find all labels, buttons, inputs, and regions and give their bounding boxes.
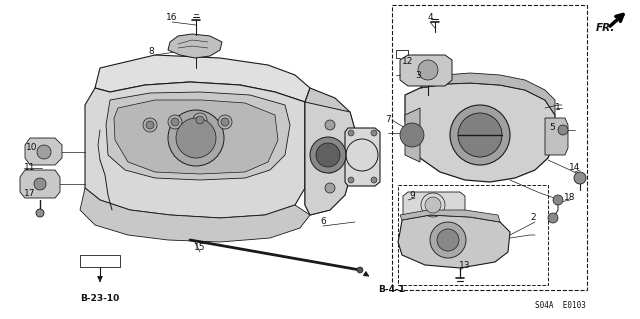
Polygon shape <box>168 34 222 58</box>
Polygon shape <box>106 92 290 180</box>
Circle shape <box>193 113 207 127</box>
Text: 10: 10 <box>26 144 38 152</box>
Circle shape <box>357 267 363 273</box>
Circle shape <box>400 123 424 147</box>
Bar <box>392 5 587 290</box>
Text: 6: 6 <box>320 218 326 226</box>
Circle shape <box>425 197 441 213</box>
Polygon shape <box>95 55 310 102</box>
Circle shape <box>371 177 377 183</box>
Text: S04A  E0103: S04A E0103 <box>534 301 586 310</box>
Polygon shape <box>400 210 500 222</box>
Polygon shape <box>85 82 305 218</box>
Circle shape <box>558 125 568 135</box>
Circle shape <box>458 113 502 157</box>
Polygon shape <box>398 215 510 268</box>
Text: 14: 14 <box>570 164 580 173</box>
Polygon shape <box>80 188 310 242</box>
Text: 15: 15 <box>195 243 205 253</box>
Circle shape <box>553 195 563 205</box>
Text: 1: 1 <box>555 103 561 113</box>
Polygon shape <box>403 192 465 219</box>
Polygon shape <box>405 83 555 182</box>
Text: 16: 16 <box>166 13 178 23</box>
Text: 9: 9 <box>409 190 415 199</box>
Polygon shape <box>400 55 452 86</box>
Circle shape <box>176 118 216 158</box>
Circle shape <box>325 140 335 150</box>
Circle shape <box>168 110 224 166</box>
Text: 18: 18 <box>564 194 576 203</box>
Text: 3: 3 <box>415 70 421 79</box>
Polygon shape <box>545 118 568 155</box>
Circle shape <box>437 229 459 251</box>
Circle shape <box>36 209 44 217</box>
Polygon shape <box>305 102 355 215</box>
Text: 12: 12 <box>403 57 413 66</box>
Text: 4: 4 <box>427 13 433 23</box>
Polygon shape <box>345 128 380 186</box>
Text: B-4-1: B-4-1 <box>378 285 405 294</box>
Text: B-23-10: B-23-10 <box>81 294 120 303</box>
Circle shape <box>548 213 558 223</box>
Text: 8: 8 <box>148 48 154 56</box>
Circle shape <box>450 105 510 165</box>
Text: 7: 7 <box>385 115 391 124</box>
Bar <box>398 185 548 285</box>
Polygon shape <box>25 138 62 165</box>
Circle shape <box>348 177 354 183</box>
Polygon shape <box>305 88 355 215</box>
Circle shape <box>146 121 154 129</box>
Circle shape <box>574 172 586 184</box>
Circle shape <box>348 130 354 136</box>
Circle shape <box>418 60 438 80</box>
Circle shape <box>143 118 157 132</box>
Text: FR.: FR. <box>596 23 616 33</box>
Text: 13: 13 <box>460 261 471 270</box>
Polygon shape <box>20 170 60 198</box>
Circle shape <box>316 143 340 167</box>
Circle shape <box>218 115 232 129</box>
Circle shape <box>171 118 179 126</box>
Polygon shape <box>405 108 420 162</box>
Text: 5: 5 <box>549 123 555 132</box>
Circle shape <box>325 183 335 193</box>
Text: 11: 11 <box>24 164 36 173</box>
Circle shape <box>430 222 466 258</box>
Circle shape <box>325 120 335 130</box>
Circle shape <box>310 137 346 173</box>
Circle shape <box>168 115 182 129</box>
Bar <box>80 255 120 267</box>
Circle shape <box>371 130 377 136</box>
Circle shape <box>221 118 229 126</box>
Circle shape <box>196 116 204 124</box>
Circle shape <box>34 178 46 190</box>
Circle shape <box>37 145 51 159</box>
Polygon shape <box>114 100 278 174</box>
Text: 2: 2 <box>530 213 536 222</box>
Circle shape <box>325 163 335 173</box>
Text: 17: 17 <box>24 189 36 197</box>
Polygon shape <box>420 73 555 115</box>
